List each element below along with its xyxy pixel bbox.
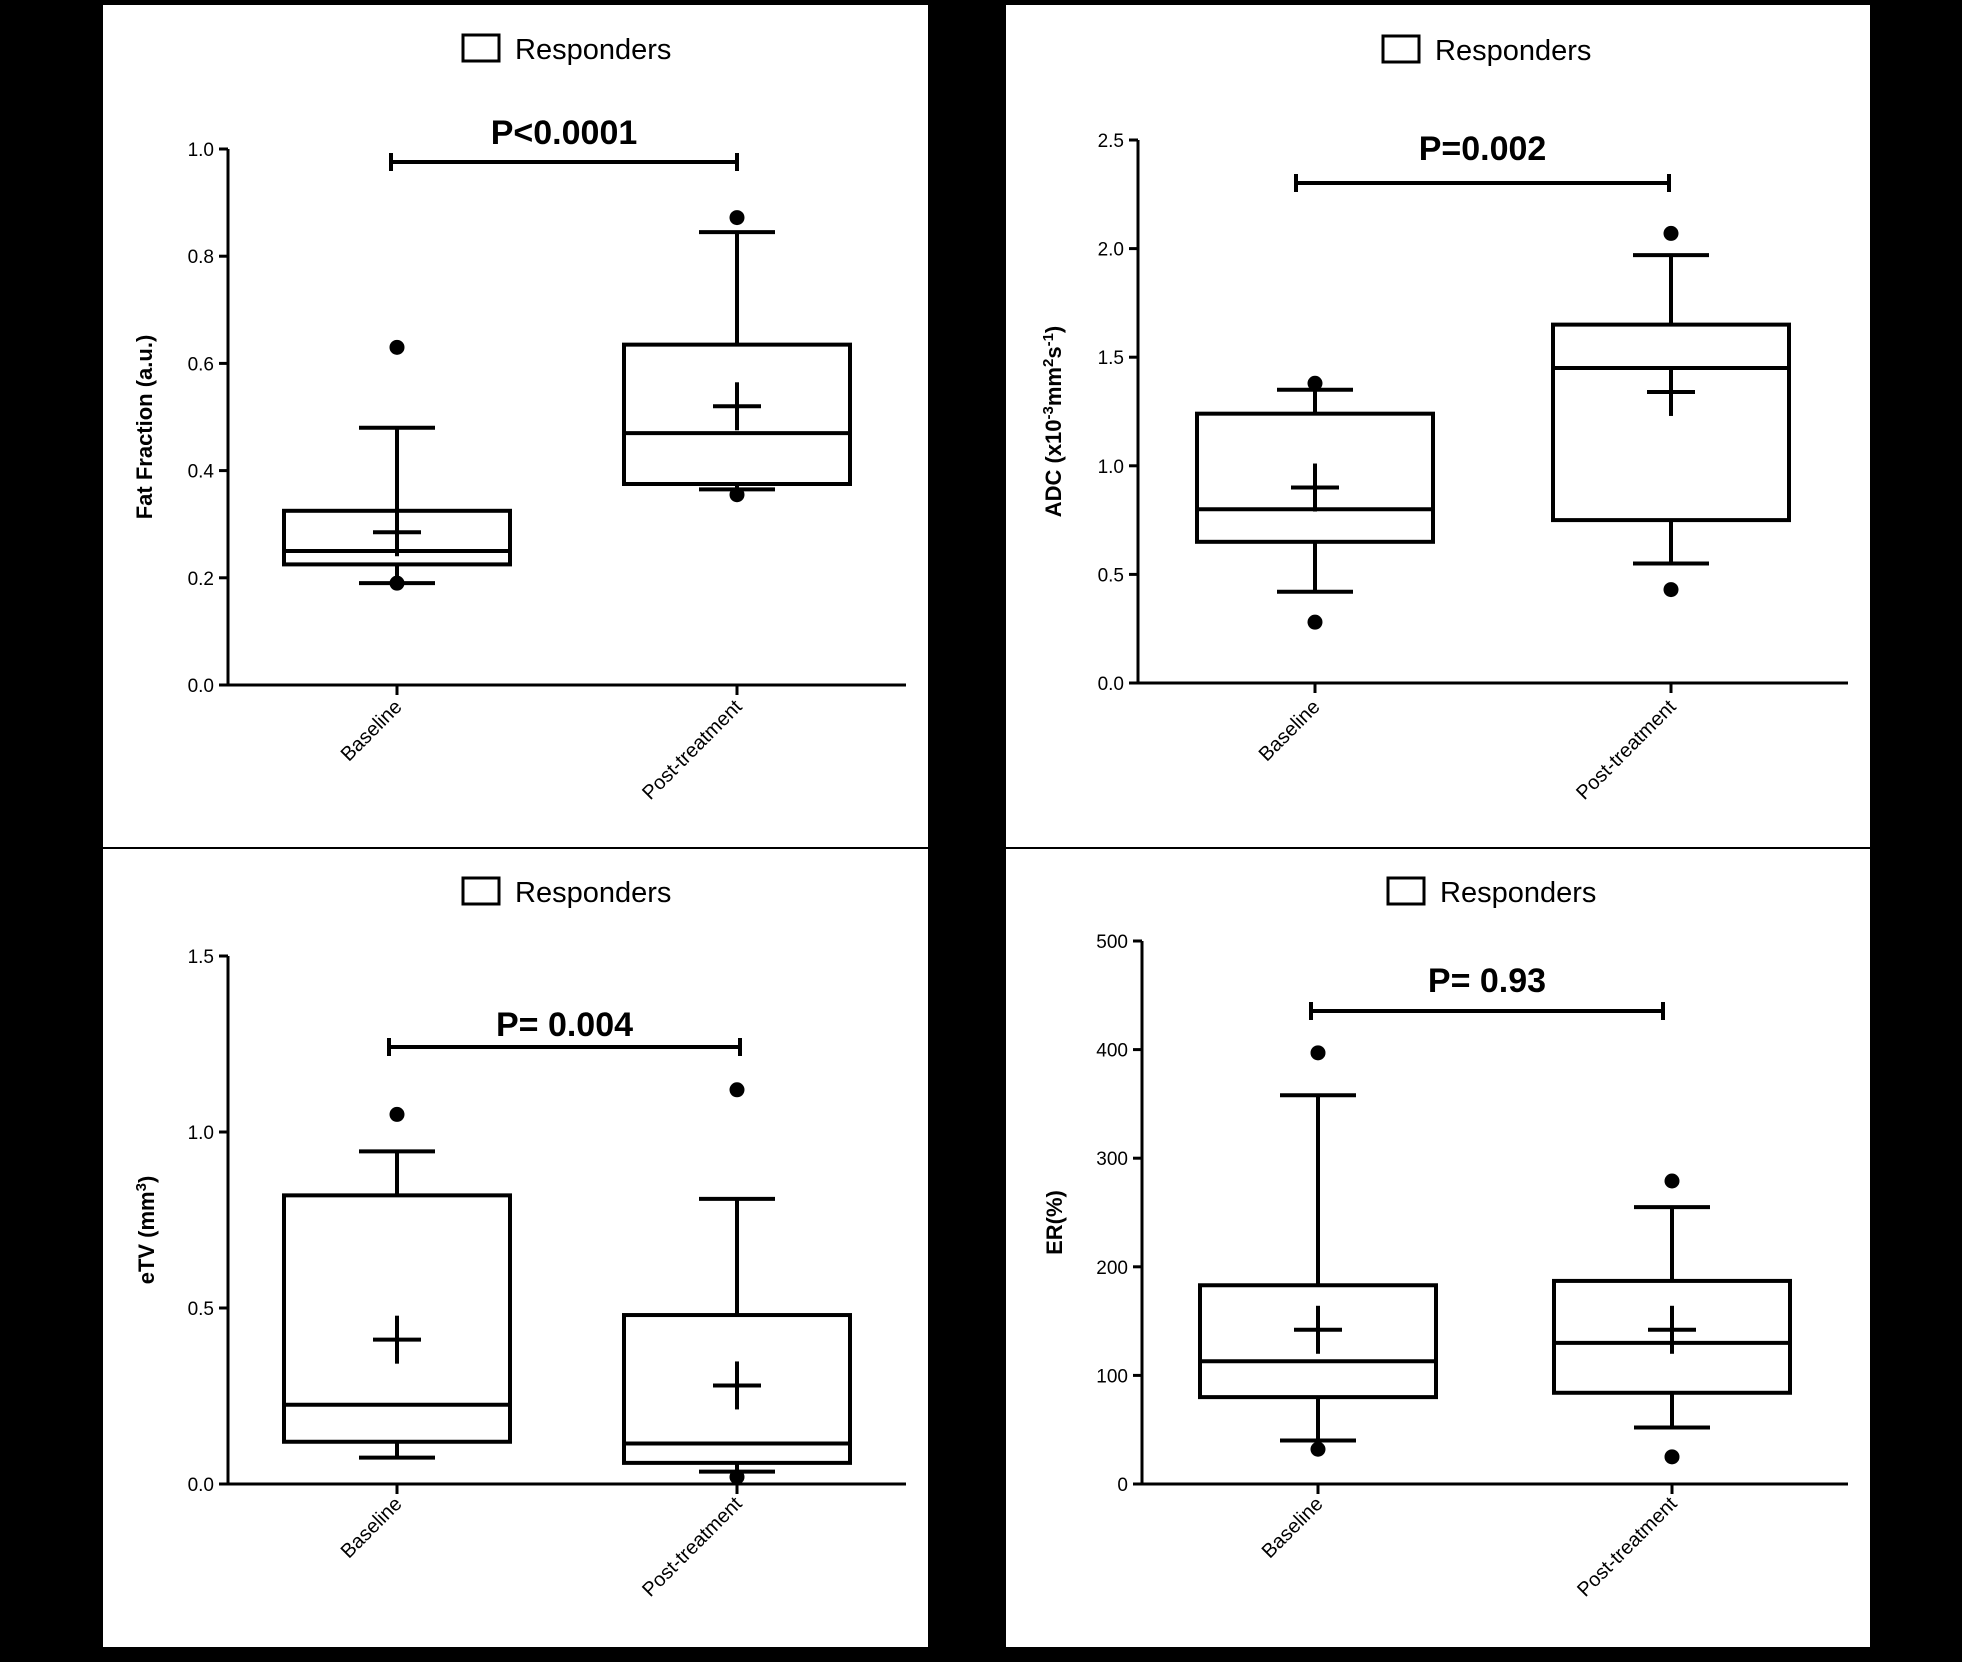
- outlier-point: [1310, 1441, 1326, 1457]
- outlier-point: [1663, 225, 1679, 241]
- y-axis-title: Fat Fraction (a.u.): [132, 335, 157, 520]
- x-tick-label: Post-treatment: [1572, 696, 1681, 805]
- chart-1: Responders 0.0 0.2 0.4 0.6 0.8 1.0 Baseline Post…: [132, 33, 906, 805]
- box-post-treatment: [622, 1082, 852, 1485]
- y-tick-label: 0: [1117, 1475, 1128, 1496]
- box-baseline: [282, 339, 512, 591]
- outlier-point: [1307, 375, 1323, 391]
- y-axis-title: eTV (mm3): [133, 1176, 159, 1285]
- x-tick-label: Baseline: [1258, 1493, 1328, 1563]
- p-value-label: P=0.002: [1419, 130, 1547, 168]
- y-tick-label: 400: [1096, 1041, 1128, 1062]
- box-post-treatment: [1552, 1173, 1792, 1465]
- y-axis-title: ER(%): [1042, 1190, 1067, 1255]
- y-tick-label: 1.0: [188, 140, 214, 161]
- y-tick-label: 0.2: [188, 569, 214, 590]
- legend-label: Responders: [1435, 35, 1591, 67]
- outlier-point: [389, 1106, 405, 1122]
- legend-label: Responders: [515, 877, 671, 909]
- legend-swatch: [461, 876, 501, 906]
- x-tick-label: Post-treatment: [638, 696, 747, 805]
- y-tick-label: 0.5: [188, 1299, 214, 1320]
- outlier-point: [729, 210, 745, 226]
- box-baseline: [1198, 1045, 1438, 1457]
- y-tick-label: 0.0: [1098, 674, 1124, 695]
- y-tick-label: 300: [1096, 1149, 1128, 1170]
- chart-2: Responders 0.0 0.5 1.0 1.5 2.0 2.5 Baseline Post…: [1040, 34, 1848, 805]
- box-baseline: [1195, 375, 1435, 630]
- y-tick-label: 1.5: [188, 947, 214, 968]
- p-value-label: P= 0.93: [1428, 962, 1546, 1000]
- outlier-point: [389, 339, 405, 355]
- y-tick-label: 0.5: [1098, 565, 1124, 586]
- y-tick-label: 500: [1096, 932, 1128, 953]
- legend-label: Responders: [515, 34, 671, 66]
- y-tick-label: 1.0: [1098, 457, 1124, 478]
- box-post-treatment: [622, 210, 852, 503]
- y-tick-label: 0.6: [188, 354, 214, 375]
- outlier-point: [1664, 1173, 1680, 1189]
- y-tick-label: 200: [1096, 1258, 1128, 1279]
- iqr-box: [1551, 322, 1791, 523]
- x-tick-label: Post-treatment: [638, 1493, 747, 1602]
- x-tick-label: Post-treatment: [1573, 1493, 1682, 1602]
- outlier-point: [1310, 1045, 1326, 1061]
- legend-swatch: [1381, 34, 1421, 64]
- chart-4: Responders 0 100 200 300 400 500 Baseline Post-t…: [1042, 876, 1848, 1602]
- outlier-point: [729, 1082, 745, 1098]
- x-tick-label: Baseline: [337, 1493, 407, 1563]
- p-value-label: P<0.0001: [491, 114, 638, 152]
- legend-label: Responders: [1440, 877, 1596, 909]
- outlier-point: [729, 487, 745, 503]
- y-tick-label: 2.5: [1098, 131, 1124, 152]
- legend-swatch: [461, 33, 501, 63]
- box-baseline: [282, 1106, 512, 1460]
- y-tick-label: 1.5: [1098, 348, 1124, 369]
- p-value-label: P= 0.004: [496, 1006, 633, 1044]
- y-tick-label: 2.0: [1098, 240, 1124, 261]
- y-tick-label: 0.0: [188, 1475, 214, 1496]
- y-tick-label: 0.4: [188, 462, 215, 483]
- y-axis-title: ADC (x10-3mm2s-1): [1040, 326, 1066, 518]
- iqr-box: [1198, 1283, 1438, 1400]
- x-tick-label: Baseline: [337, 696, 407, 766]
- panel-bottom-right: [1006, 849, 1870, 1647]
- y-tick-label: 100: [1096, 1366, 1128, 1387]
- outlier-point: [729, 1469, 745, 1485]
- y-tick-label: 1.0: [188, 1123, 214, 1144]
- legend-swatch: [1386, 876, 1426, 906]
- y-tick-label: 0.0: [188, 676, 214, 697]
- outlier-point: [1664, 1449, 1680, 1465]
- x-tick-label: Baseline: [1255, 696, 1325, 766]
- panel-bottom-left: [103, 849, 928, 1647]
- chart-3: Responders 0.0 0.5 1.0 1.5 Baseline Post-treat…: [133, 876, 906, 1602]
- box-post-treatment: [1551, 225, 1791, 598]
- y-tick-label: 0.8: [188, 247, 214, 268]
- outlier-point: [389, 575, 405, 591]
- outlier-point: [1307, 614, 1323, 630]
- outlier-point: [1663, 582, 1679, 598]
